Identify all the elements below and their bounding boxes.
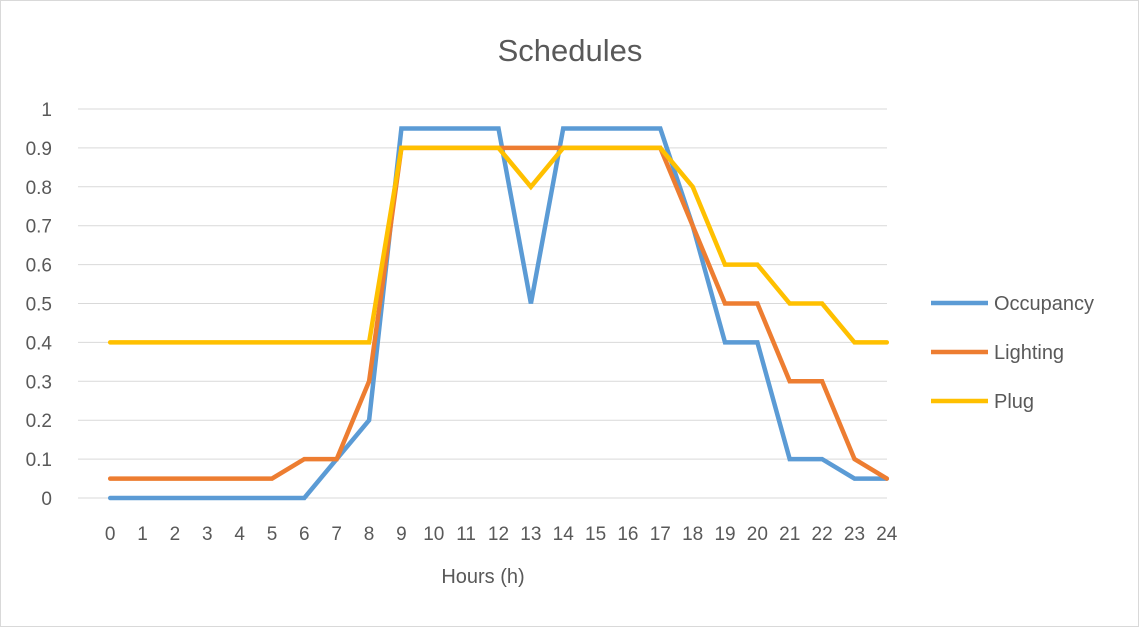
legend-label: Plug (994, 391, 1034, 413)
x-tick-label: 14 (553, 524, 575, 545)
x-tick-label: 17 (650, 524, 671, 545)
y-tick-label: 1 (41, 100, 52, 121)
x-tick-label: 22 (812, 524, 833, 545)
x-tick-label: 8 (364, 524, 375, 545)
x-tick-label: 15 (585, 524, 606, 545)
x-axis-ticks: 0 1 2 3 4 5 6 7 8 9 10 11 12 13 14 15 16 17 18 19 20 21 22 23 24 (105, 524, 898, 545)
x-tick-label: 10 (423, 524, 444, 545)
x-tick-label: 12 (488, 524, 509, 545)
x-tick-label: 20 (747, 524, 768, 545)
y-axis-ticks: 0 0.1 0.2 0.3 0.4 0.5 0.6 0.7 0.8 0.9 1 (26, 100, 53, 510)
x-tick-label: 16 (617, 524, 638, 545)
x-tick-label: 11 (456, 524, 476, 545)
x-tick-label: 7 (331, 524, 342, 545)
series-line-plug (107, 145, 890, 345)
x-tick-label: 19 (714, 524, 735, 545)
x-tick-label: 23 (844, 524, 865, 545)
y-tick-label: 0.3 (26, 372, 52, 393)
series-lines (107, 126, 890, 501)
y-tick-label: 0.4 (26, 333, 53, 354)
y-tick-label: 0.9 (26, 139, 52, 160)
x-tick-label: 2 (170, 524, 181, 545)
legend: Occupancy Lighting Plug (931, 293, 1094, 413)
y-tick-label: 0.1 (26, 450, 52, 471)
x-tick-label: 5 (267, 524, 278, 545)
y-tick-label: 0.2 (26, 411, 52, 432)
series-line-occupancy (107, 126, 890, 501)
legend-label: Occupancy (994, 293, 1094, 315)
gridlines (78, 108, 887, 499)
series-line-lighting (107, 145, 890, 481)
x-tick-label: 18 (682, 524, 703, 545)
x-tick-label: 13 (520, 524, 541, 545)
x-tick-label: 6 (299, 524, 310, 545)
y-tick-label: 0.8 (26, 178, 52, 199)
x-tick-label: 21 (779, 524, 800, 545)
x-tick-label: 9 (396, 524, 407, 545)
x-tick-label: 3 (202, 524, 213, 545)
y-tick-label: 0.6 (26, 256, 52, 277)
x-tick-label: 0 (105, 524, 116, 545)
y-tick-label: 0 (41, 489, 52, 510)
x-tick-label: 4 (234, 524, 245, 545)
y-tick-label: 0.5 (26, 295, 52, 316)
x-tick-label: 1 (137, 524, 148, 545)
y-tick-label: 0.7 (26, 217, 52, 238)
x-axis-title: Hours (h) (441, 566, 524, 588)
chart-title: Schedules (498, 33, 643, 68)
x-tick-label: 24 (876, 524, 898, 545)
legend-label: Lighting (994, 342, 1064, 364)
